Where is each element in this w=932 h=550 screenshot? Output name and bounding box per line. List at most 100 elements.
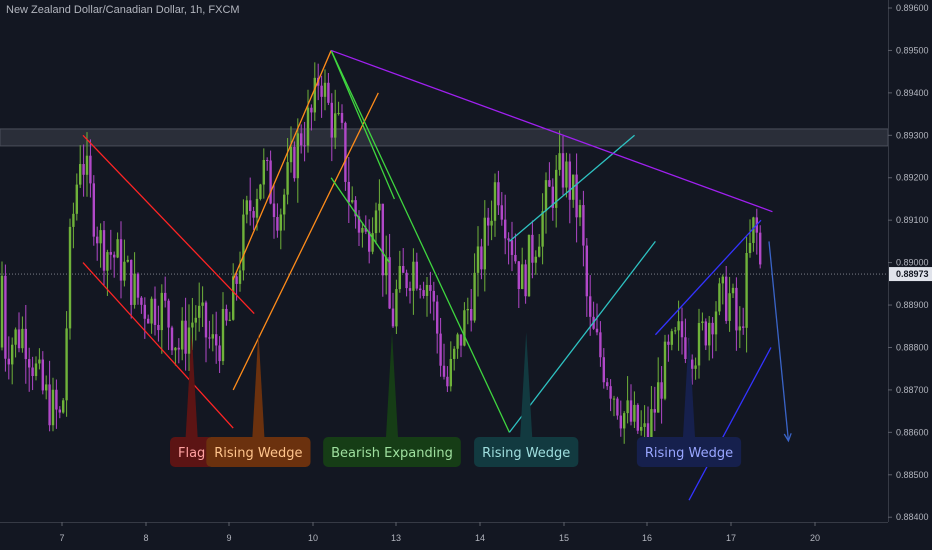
candle-body <box>568 161 571 200</box>
candle-body <box>28 359 31 368</box>
pattern-trendline[interactable] <box>232 50 332 280</box>
candle-body <box>701 321 704 324</box>
candle-body <box>181 320 184 350</box>
last-price-label: 0.88973 <box>896 269 929 279</box>
candle-body <box>674 330 677 332</box>
pattern-label: Flag <box>178 446 205 461</box>
candle-body <box>364 227 367 232</box>
candle-body <box>153 298 157 325</box>
candle-body <box>544 180 548 212</box>
candle-body <box>425 284 429 296</box>
candle-body <box>561 153 565 188</box>
candle-body <box>62 400 65 413</box>
pattern-trendline[interactable] <box>688 347 772 501</box>
candle-body <box>368 231 371 252</box>
candle-body <box>752 217 755 243</box>
candle-body <box>293 146 296 179</box>
pattern-label-box[interactable] <box>474 437 579 467</box>
pattern-label: Bearish Expanding <box>331 446 453 461</box>
candle-body <box>412 261 415 291</box>
candle-body <box>504 219 507 239</box>
pattern-trendline[interactable] <box>82 262 234 429</box>
pattern-trendline[interactable] <box>330 177 391 263</box>
candle-body <box>14 329 17 345</box>
pattern-label: Rising Wedge <box>645 446 733 461</box>
pattern-trendline[interactable] <box>654 219 762 336</box>
pattern-label-box[interactable] <box>636 437 742 467</box>
time-tick-label: 8 <box>143 533 148 543</box>
candle-body <box>374 210 378 234</box>
pattern-trendline[interactable] <box>330 50 395 200</box>
time-tick-label: 14 <box>475 533 485 543</box>
candle-body <box>92 183 95 237</box>
candle-body <box>680 321 684 338</box>
candle-body <box>555 169 558 208</box>
candle-body <box>184 320 187 354</box>
candle-body <box>96 236 99 244</box>
candle-body <box>51 389 55 426</box>
candle-body <box>130 259 133 305</box>
candle-body <box>657 382 660 413</box>
candle-body <box>323 82 327 97</box>
candle-body <box>629 400 633 422</box>
pattern-label-box[interactable] <box>206 437 311 467</box>
candle-body <box>116 239 119 258</box>
time-tick-label: 17 <box>726 533 736 543</box>
candle-body <box>694 365 697 369</box>
candle-body <box>347 181 350 203</box>
candle-body <box>119 239 123 281</box>
candle-body <box>691 359 694 369</box>
candle-body <box>405 272 408 289</box>
candle-body <box>415 261 418 289</box>
candle-body <box>419 288 422 291</box>
candle-body <box>497 182 500 206</box>
candle-body <box>670 331 673 345</box>
candle-body <box>636 404 639 431</box>
candle-body <box>262 159 265 185</box>
pattern-trendline[interactable] <box>508 134 635 242</box>
price-tick-label: 0.89600 <box>896 3 929 13</box>
candle-body <box>388 257 391 309</box>
candle-body <box>320 85 323 97</box>
candle-body <box>745 253 748 328</box>
candle-body <box>408 288 412 291</box>
label-pointer <box>185 332 198 437</box>
pattern-trendline[interactable] <box>508 240 656 433</box>
candle-body <box>470 308 473 321</box>
candle-body <box>259 184 262 199</box>
candle-body <box>718 283 721 312</box>
pattern-trendline[interactable] <box>82 134 255 314</box>
candle-body <box>68 226 72 329</box>
label-pointer <box>386 332 398 437</box>
candle-body <box>276 217 279 231</box>
candle-body <box>340 112 344 123</box>
candle-body <box>235 276 238 284</box>
pattern-trendline[interactable] <box>232 92 379 391</box>
candle-body <box>286 162 289 195</box>
candle-body <box>398 266 401 290</box>
candle-body <box>643 423 646 427</box>
candle-body <box>663 341 667 399</box>
candle-body <box>45 384 48 391</box>
candle-body <box>527 234 531 297</box>
candle-body <box>150 298 153 324</box>
candle-body <box>521 264 524 290</box>
candle-body <box>609 386 612 399</box>
candle-body <box>232 276 235 320</box>
candle-body <box>565 161 568 188</box>
candle-body <box>300 133 303 146</box>
candle-body <box>507 238 510 241</box>
price-tick-label: 0.88700 <box>896 385 929 395</box>
pattern-trendline[interactable] <box>330 50 510 433</box>
price-tick-label: 0.88400 <box>896 512 929 522</box>
projection-arrow[interactable] <box>768 241 790 441</box>
candle-body <box>198 305 201 318</box>
candle-body <box>313 77 316 113</box>
price-tick-label: 0.89000 <box>896 258 929 268</box>
pattern-trendline[interactable] <box>330 49 773 213</box>
pattern-label-box[interactable] <box>169 437 214 467</box>
candle-body <box>306 107 310 146</box>
candle-body <box>612 398 616 400</box>
pattern-label-box[interactable] <box>323 437 461 467</box>
candle-body <box>429 284 432 291</box>
